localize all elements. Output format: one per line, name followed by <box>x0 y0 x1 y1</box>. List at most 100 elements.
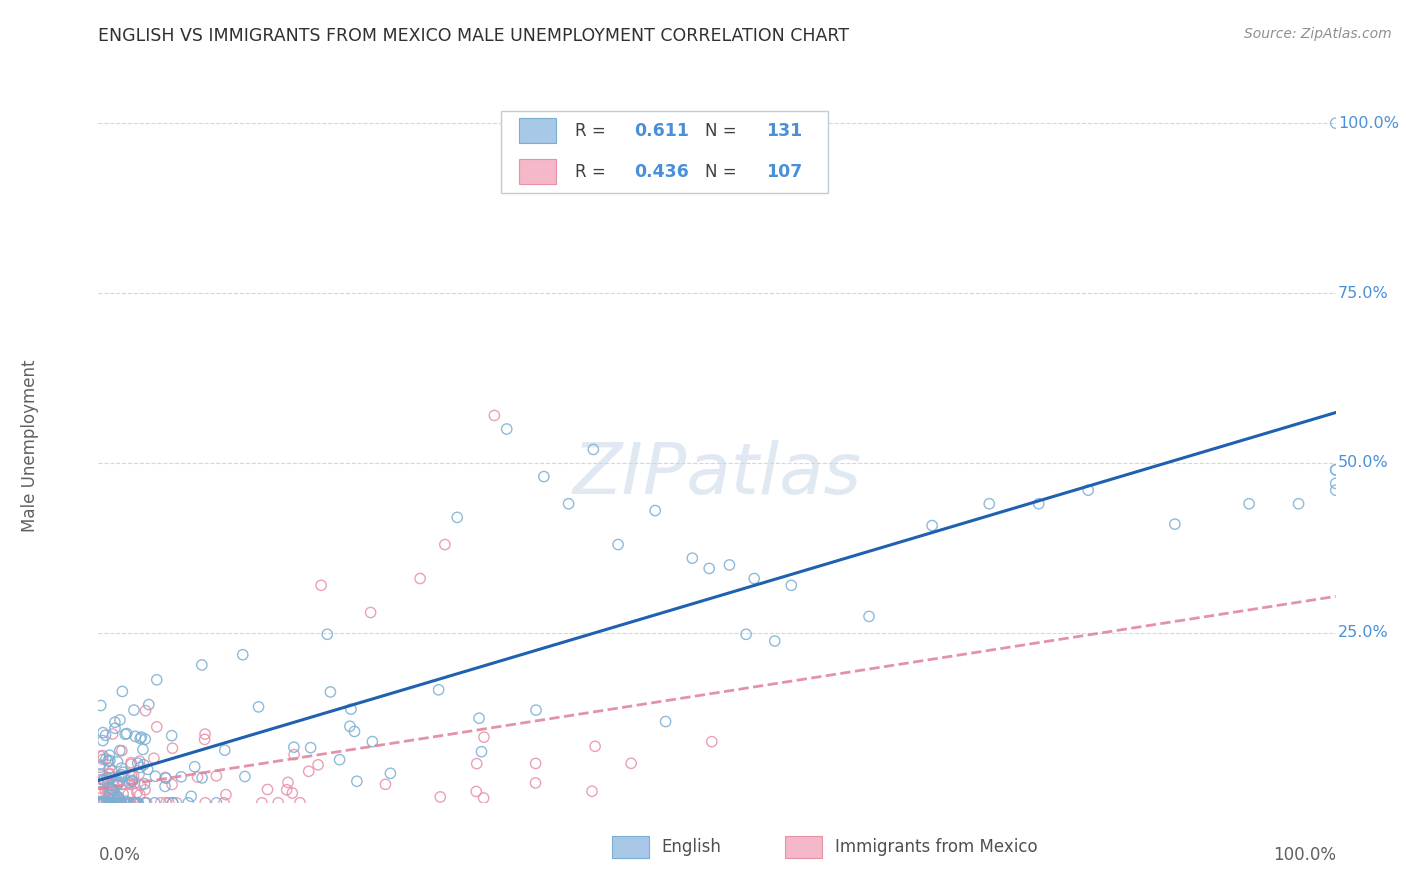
Point <box>468 711 491 725</box>
Point <box>110 796 132 810</box>
Point <box>155 770 177 784</box>
Point <box>115 794 138 808</box>
Point <box>921 518 943 533</box>
Point <box>103 796 125 810</box>
Point <box>134 732 156 747</box>
Point <box>250 796 273 810</box>
Point <box>134 796 156 810</box>
Point <box>131 730 153 744</box>
Point <box>89 796 111 810</box>
Point <box>122 703 145 717</box>
Point <box>160 778 183 792</box>
Point <box>162 741 184 756</box>
Point <box>283 747 305 762</box>
Point <box>780 578 803 592</box>
Point <box>104 796 127 810</box>
Text: Male Unemployment: Male Unemployment <box>21 359 39 533</box>
Point <box>346 774 368 789</box>
Point <box>700 734 723 748</box>
Point <box>100 796 122 810</box>
FancyBboxPatch shape <box>519 119 557 144</box>
Point <box>124 796 146 810</box>
Point <box>91 796 114 810</box>
Point <box>446 510 468 524</box>
Point <box>340 702 363 716</box>
Point <box>100 771 122 785</box>
Point <box>170 770 193 784</box>
Point <box>157 796 180 810</box>
Point <box>134 782 156 797</box>
Text: 107: 107 <box>766 163 803 181</box>
Point <box>110 796 132 810</box>
Point <box>183 760 205 774</box>
Point <box>125 786 148 800</box>
Text: N =: N = <box>704 163 741 181</box>
Point <box>118 777 141 791</box>
Point <box>105 796 128 810</box>
Text: R =: R = <box>575 122 610 140</box>
Point <box>120 757 142 772</box>
Point <box>194 796 217 810</box>
Text: 25.0%: 25.0% <box>1339 625 1389 640</box>
Point <box>101 727 124 741</box>
Point <box>153 780 176 794</box>
Point <box>90 796 112 810</box>
Text: N =: N = <box>704 122 741 140</box>
Point <box>98 754 121 768</box>
Point <box>121 773 143 788</box>
Point <box>101 782 124 797</box>
Point <box>681 551 703 566</box>
Point <box>742 572 765 586</box>
FancyBboxPatch shape <box>501 111 828 193</box>
Point <box>104 796 127 810</box>
Point <box>361 734 384 748</box>
Point <box>233 770 256 784</box>
Point <box>89 785 111 799</box>
Point <box>149 796 172 810</box>
Point <box>472 730 495 744</box>
Point <box>316 627 339 641</box>
Point <box>111 765 134 780</box>
Point <box>343 724 366 739</box>
Point <box>127 756 149 771</box>
Point <box>94 728 117 742</box>
Point <box>100 787 122 801</box>
Point <box>205 769 228 783</box>
Point <box>112 787 135 801</box>
Point <box>533 469 555 483</box>
Point <box>105 793 128 807</box>
Point <box>89 796 111 810</box>
Point <box>735 627 758 641</box>
Point <box>1324 463 1347 477</box>
Point <box>128 767 150 781</box>
Point <box>654 714 676 729</box>
Point <box>288 796 311 810</box>
Point <box>98 781 121 796</box>
Point <box>127 796 149 810</box>
Point <box>98 788 121 802</box>
Point <box>191 771 214 785</box>
Point <box>101 782 124 797</box>
Point <box>309 578 332 592</box>
Point <box>117 796 139 810</box>
Point <box>90 784 112 798</box>
Point <box>644 503 666 517</box>
Point <box>138 698 160 712</box>
Text: 131: 131 <box>766 122 803 140</box>
Point <box>135 796 157 810</box>
Point <box>90 796 112 810</box>
Text: 100.0%: 100.0% <box>1272 846 1336 863</box>
Point <box>267 796 290 810</box>
Text: 0.611: 0.611 <box>634 122 689 140</box>
Point <box>484 409 506 423</box>
Point <box>118 796 141 810</box>
Point <box>96 783 118 797</box>
Point <box>100 796 122 810</box>
Point <box>718 558 741 572</box>
Point <box>89 796 111 810</box>
Point <box>465 784 488 798</box>
Point <box>129 731 152 746</box>
Point <box>104 715 127 730</box>
Point <box>582 442 605 457</box>
Point <box>114 796 136 810</box>
